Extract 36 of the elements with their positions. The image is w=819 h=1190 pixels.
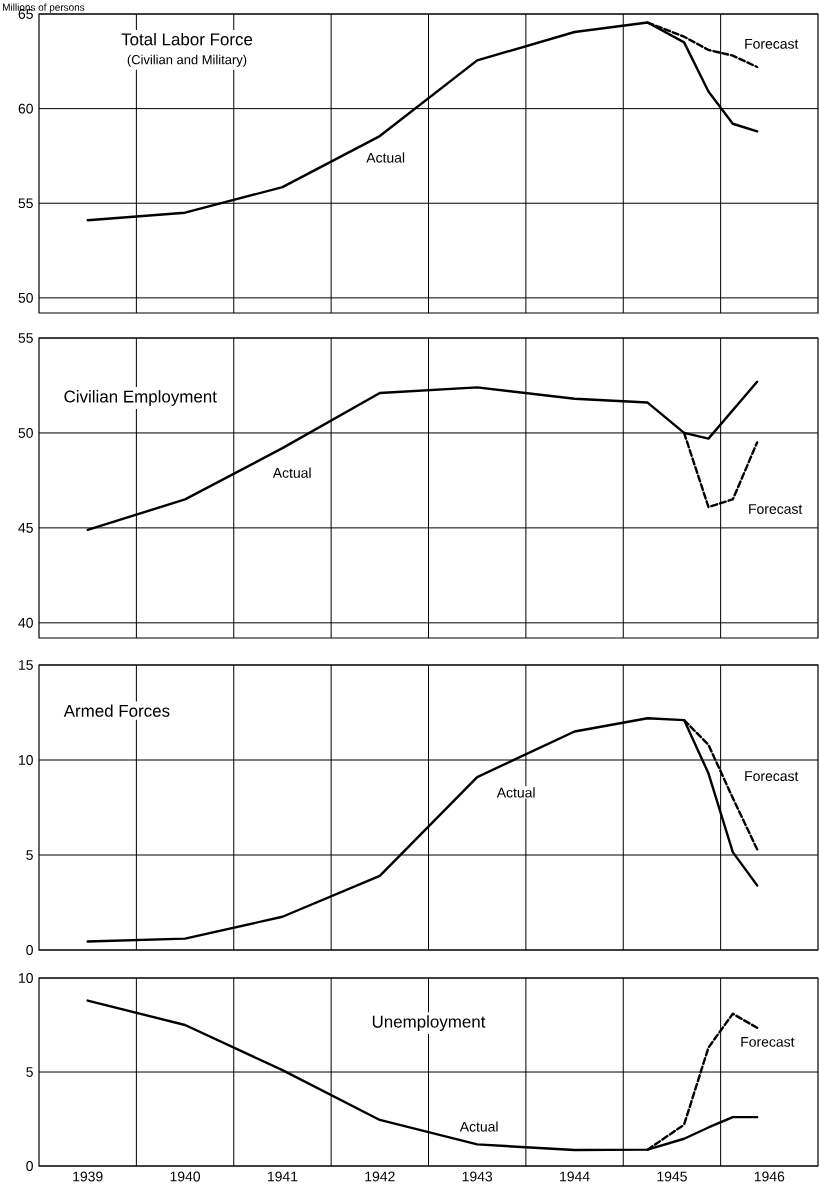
series-label: Forecast bbox=[745, 771, 799, 782]
x-tick-label: 1945 bbox=[657, 1171, 687, 1182]
y-tick-label: 50 bbox=[18, 292, 33, 303]
series-label: Forecast bbox=[741, 1037, 795, 1047]
series-label: Actual bbox=[496, 787, 535, 798]
series-label: Forecast bbox=[745, 39, 799, 49]
y-tick-label: 0 bbox=[26, 1161, 33, 1171]
y-tick-label: 50 bbox=[18, 427, 33, 438]
y-tick-label: 65 bbox=[18, 9, 33, 19]
y-tick-label: 15 bbox=[19, 660, 33, 670]
x-tick-label: 1944 bbox=[560, 1171, 590, 1182]
y-tick-label: 0 bbox=[26, 945, 33, 955]
series-label: Actual bbox=[366, 152, 405, 163]
series-label: Actual bbox=[459, 1121, 498, 1132]
x-tick-label: 1940 bbox=[170, 1171, 201, 1182]
text: Unemployment bbox=[372, 1015, 486, 1032]
series-label: Actual bbox=[272, 467, 311, 478]
y-tick-label: 60 bbox=[18, 103, 33, 114]
series-label: Forecast bbox=[749, 504, 803, 514]
y-tick-label: 10 bbox=[19, 755, 33, 765]
y-tick-label: 10 bbox=[19, 973, 33, 983]
x-tick-label: 1943 bbox=[462, 1171, 493, 1182]
x-tick-label: 1941 bbox=[267, 1171, 298, 1182]
text: Total Labor Force bbox=[121, 32, 253, 46]
y-tick-label: 55 bbox=[18, 198, 33, 209]
y-tick-label: 55 bbox=[18, 333, 33, 343]
text: Civilian Employment bbox=[64, 390, 217, 406]
text: (Civilian and Military) bbox=[127, 54, 247, 67]
y-tick-label: 45 bbox=[18, 523, 33, 533]
x-tick-label: 1942 bbox=[365, 1171, 395, 1182]
y-tick-label: 40 bbox=[18, 617, 33, 628]
y-tick-label: 5 bbox=[26, 1067, 33, 1077]
x-tick-label: 1946 bbox=[754, 1171, 785, 1182]
text: Armed Forces bbox=[63, 704, 170, 717]
x-tick-label: 1939 bbox=[73, 1171, 103, 1182]
y-tick-label: 5 bbox=[26, 850, 33, 860]
